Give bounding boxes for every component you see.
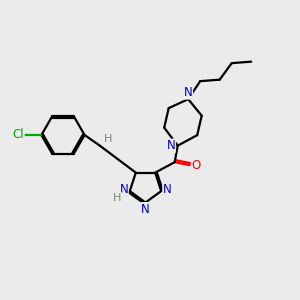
Text: N: N (119, 183, 128, 196)
Text: N: N (184, 86, 193, 99)
Text: Cl: Cl (13, 128, 24, 142)
Text: N: N (167, 139, 176, 152)
Text: N: N (163, 183, 172, 196)
Text: O: O (192, 159, 201, 172)
Text: H: H (104, 134, 112, 145)
Text: N: N (141, 202, 150, 216)
Text: H: H (113, 193, 122, 203)
